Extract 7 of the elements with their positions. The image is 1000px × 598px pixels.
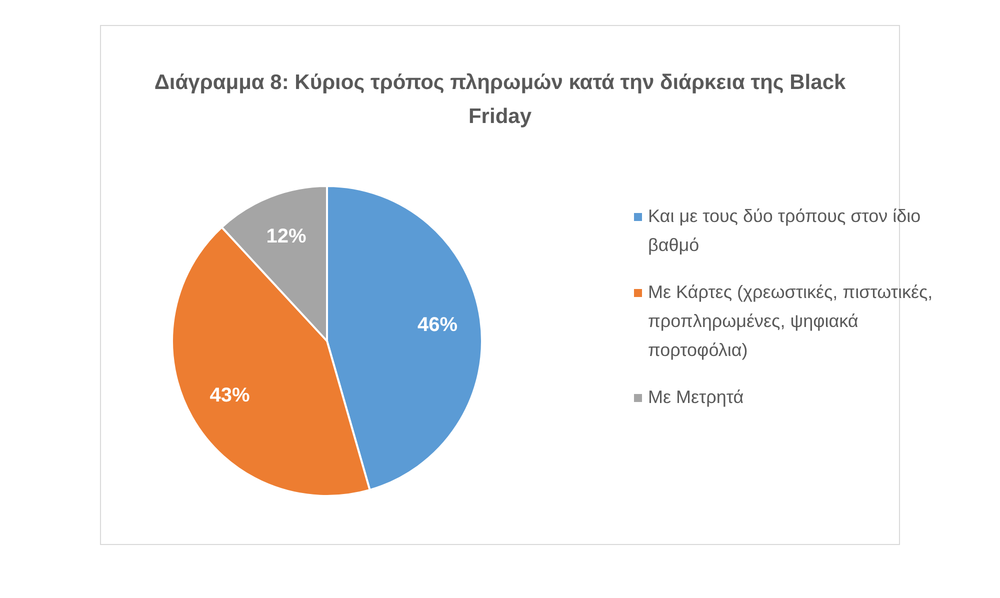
legend-label: Και με τους δύο τρόπους στον ίδιο βαθμό xyxy=(648,205,922,257)
data-label: 43% xyxy=(210,384,250,406)
chart-title: Διάγραμμα 8: Κύριος τρόπος πληρωμών κατά την διάρκεια της Black Friday xyxy=(153,70,847,130)
legend-label: Με Κάρτες (χρεωστικές, πιστωτικές, προπληρωμένες, ψηφιακά πορτοφόλια) xyxy=(648,281,934,362)
data-label: 46% xyxy=(417,314,458,336)
data-label: 12% xyxy=(266,226,307,248)
legend-label: Με Μετρητά xyxy=(648,386,745,409)
